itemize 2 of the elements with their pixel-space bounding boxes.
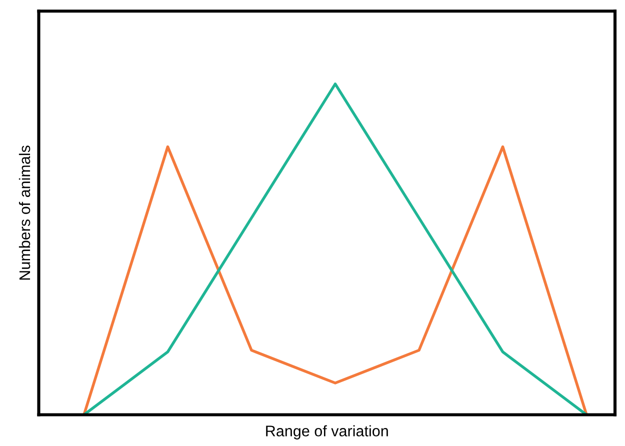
y-axis-title: Numbers of animals xyxy=(18,146,30,280)
x-axis-title: Range of variation xyxy=(266,425,388,440)
